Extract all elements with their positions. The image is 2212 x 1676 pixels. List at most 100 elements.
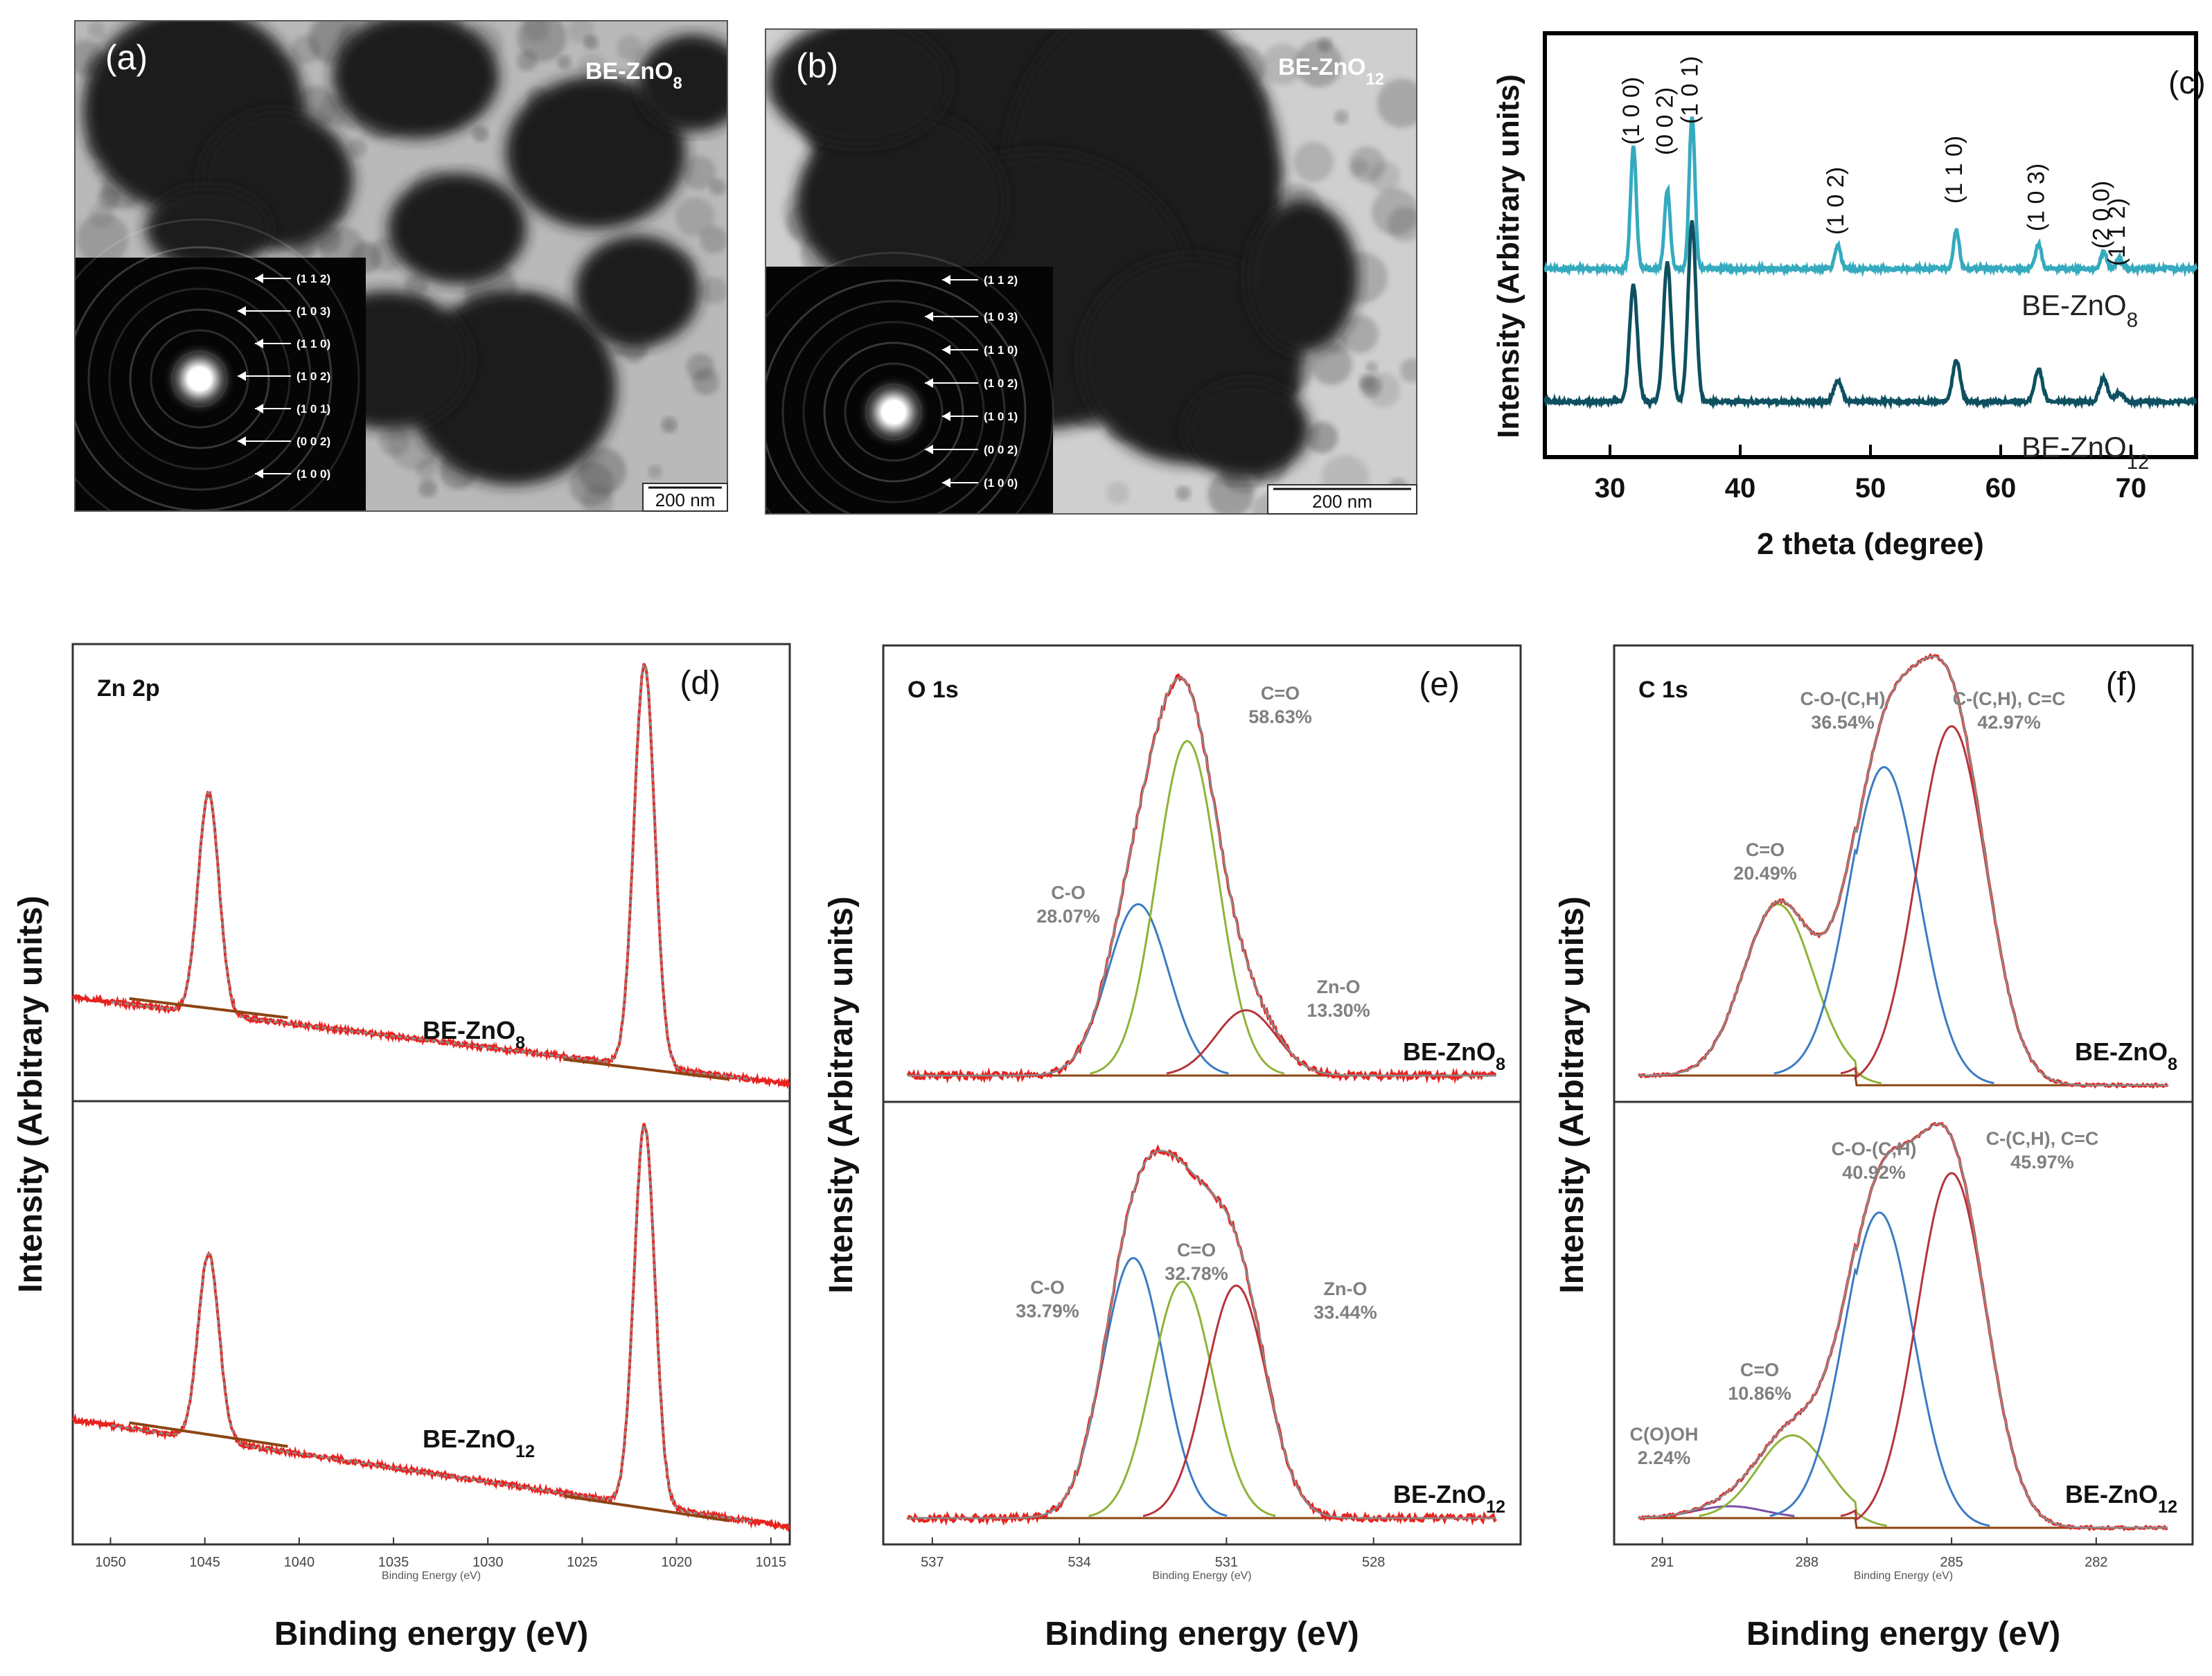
saed-ring [781,300,1006,514]
tem-texture [1310,343,1352,385]
tem-texture [577,53,608,83]
peak-label: (1 1 0) [1941,136,1967,204]
saed-arrowhead [255,404,263,413]
plot-frame [71,643,791,1546]
saed-arrowhead [942,478,950,488]
x-tick-label: 1045 [189,1555,220,1570]
saed-ring [87,267,312,491]
component-percent-label: 33.44% [1313,1302,1377,1323]
tem-texture [76,213,129,265]
x-axis-small-title: Binding Energy (eV) [382,1570,481,1582]
saed-arrowhead [255,469,263,479]
saed-label: (1 0 1) [984,410,1018,423]
component-percent-label: 20.49% [1733,863,1797,884]
component-percent-label: 10.86% [1728,1383,1791,1404]
x-tick-label: 1025 [567,1555,598,1570]
saed-arrowhead [925,312,933,321]
sample-label: BE-ZnO12 [1278,54,1384,89]
saed-ring [802,321,985,503]
fit-envelope-line [908,677,1496,1077]
component-name-label: C-O-(C,H) [1832,1139,1917,1159]
x-tick-label: 531 [1215,1555,1238,1570]
component-percent-label: 32.78% [1165,1263,1228,1284]
saed-label: (1 0 2) [984,377,1018,390]
panel-label: (e) [1419,666,1460,703]
tem-texture [569,461,614,506]
y-axis-title: Intensity (Arbitrary units) [12,895,49,1292]
sample-label: BE-ZnO12 [1393,1480,1505,1517]
component-name-label: C=O [1746,839,1785,860]
x-tick-label: 291 [1651,1555,1674,1570]
x-tick-label: 285 [1940,1555,1963,1570]
raw-spectrum-line [906,1144,1497,1526]
raw-spectrum-line [71,1123,790,1533]
x-tick-label: 1015 [756,1555,787,1570]
xps-panel-e: 537 534 531 528 Binding Energy (eV) Binding e… [823,644,1522,1652]
x-tick-label: 50 [1855,473,1886,503]
component-percent-label: 2.24% [1638,1447,1691,1468]
tem-texture [557,55,572,69]
panel-label: (c) [2168,64,2206,100]
tem-texture [517,21,567,62]
component-name-label: Zn-O [1324,1278,1368,1299]
background-line [563,1058,730,1081]
saed-arrowhead [238,371,246,381]
tem-texture [1176,485,1191,501]
saed-arrowhead [925,445,933,454]
plot-frame [882,644,1522,1546]
fit-component-line [1090,740,1285,1075]
fit-envelope-line [1638,655,2168,1087]
tem-panel-b: (1 1 2) (1 0 3) (1 1 0) (1 0 2) (1 0 1) (0 0 … [765,28,1417,515]
x-tick-label: 1030 [472,1555,504,1570]
component-name-label: C-(C,H), C=C [1953,688,2066,709]
xrd-series-line [1543,220,2197,410]
tem-texture [1377,78,1417,128]
component-percent-label: 42.97% [1977,712,2041,733]
x-tick-label: 528 [1362,1555,1385,1570]
component-name-label: C=O [1177,1240,1216,1260]
x-axis-title: 2 theta (degree) [1757,527,1984,561]
saed-ring [766,279,1027,514]
tem-texture [709,178,727,196]
component-percent-label: 58.63% [1248,706,1312,727]
tem-particle [1247,201,1358,353]
panel-label: (f) [2106,666,2137,703]
peak-label: (1 0 0) [1618,77,1645,145]
component-percent-label: 13.30% [1307,1000,1370,1021]
tem-texture [1400,358,1417,383]
saed-label: (1 0 0) [297,467,330,481]
saed-label: (1 1 0) [297,337,330,350]
tem-frame [74,20,728,512]
tem-texture [567,21,594,44]
peak-label: (0 0 2) [1652,87,1679,155]
x-tick-label: 1020 [661,1555,692,1570]
background-line [563,1495,730,1522]
saed-ring [844,362,944,462]
component-percent-label: 36.54% [1811,712,1875,733]
y-axis-title: Intensity (Arbitrary units) [823,896,860,1293]
tem-texture [1340,314,1379,353]
tem-texture [1368,161,1401,193]
x-tick-label: 60 [1985,473,2017,503]
background-line [129,1421,288,1448]
tem-texture [661,417,678,434]
component-name-label: C=O [1740,1359,1779,1380]
tem-texture [617,35,643,61]
fit-component-line [1048,903,1229,1075]
sample-label: BE-ZnO12 [423,1425,535,1461]
tem-particle [797,111,1005,291]
saed-ring [108,287,291,470]
peak-label: (1 0 1) [1676,56,1703,124]
x-tick-label: 288 [1796,1555,1819,1570]
tem-texture [648,465,662,479]
saed-arrowhead [238,436,246,446]
sample-label: BE-ZnO8 [2075,1037,2177,1074]
y-axis-title: Intensity (Arbitrary units) [1554,896,1591,1293]
xps-panel-f: 291 288 285 282 Binding Energy (eV) Binding e… [1554,644,2194,1652]
peak-label: (1 0 3) [2024,163,2050,231]
sample-label: BE-ZnO12 [2065,1480,2177,1517]
component-percent-label: 28.07% [1036,906,1100,927]
component-percent-label: 33.79% [1016,1301,1079,1321]
x-tick-label: 534 [1068,1555,1090,1570]
